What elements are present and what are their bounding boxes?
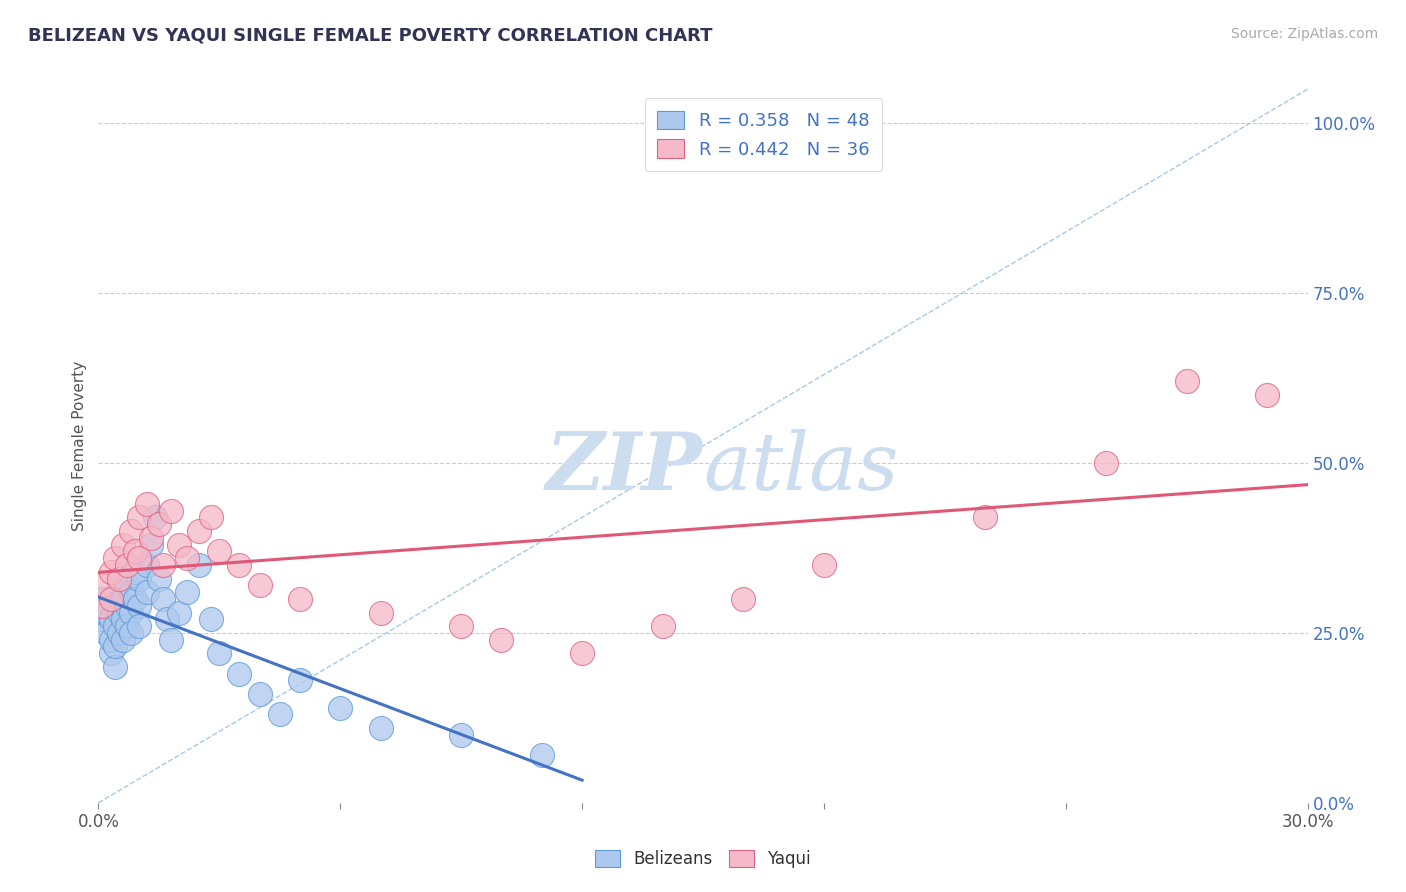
Y-axis label: Single Female Poverty: Single Female Poverty [72,361,87,531]
Point [115,599,138,613]
Point [288,591,311,606]
Point [208,544,231,558]
Point [115,578,138,592]
Point [329,700,352,714]
Point [100,612,122,626]
Point [107,578,129,592]
Point [135,497,157,511]
Point [100,565,122,579]
Point [450,619,472,633]
Point [103,551,125,566]
Point [115,558,138,572]
Point [120,524,142,538]
Point [100,591,122,606]
Point [96,606,118,620]
Legend: R = 0.358   N = 48, R = 0.442   N = 36: R = 0.358 N = 48, R = 0.442 N = 36 [645,98,882,171]
Point [124,565,146,579]
Point [107,606,129,620]
Point [115,619,138,633]
Point [120,606,142,620]
Point [249,578,271,592]
Point [269,707,291,722]
Point [91,591,114,606]
Point [152,591,174,606]
Point [139,531,162,545]
Point [100,646,122,660]
Point [100,632,122,647]
Point [249,687,271,701]
Point [135,558,157,572]
Point [128,599,150,613]
Point [120,585,142,599]
Point [103,619,125,633]
Point [208,646,231,660]
Point [530,748,553,763]
Point [111,591,134,606]
Point [651,619,673,633]
Point [370,721,392,735]
Point [228,666,250,681]
Text: atlas: atlas [703,429,898,506]
Point [111,612,134,626]
Point [156,612,179,626]
Point [107,626,129,640]
Point [1256,388,1278,402]
Point [200,612,222,626]
Point [450,728,472,742]
Point [188,524,211,538]
Text: Source: ZipAtlas.com: Source: ZipAtlas.com [1230,27,1378,41]
Point [128,619,150,633]
Point [200,510,222,524]
Point [176,551,198,566]
Point [139,537,162,551]
Point [135,585,157,599]
Point [176,585,198,599]
Point [228,558,250,572]
Point [288,673,311,688]
Point [103,640,125,654]
Point [160,632,183,647]
Point [111,537,134,551]
Text: BELIZEAN VS YAQUI SINGLE FEMALE POVERTY CORRELATION CHART: BELIZEAN VS YAQUI SINGLE FEMALE POVERTY … [28,27,713,45]
Point [128,551,150,566]
Point [103,660,125,674]
Point [160,503,183,517]
Point [96,626,118,640]
Point [1175,375,1198,389]
Point [974,510,997,524]
Point [124,544,146,558]
Point [91,612,114,626]
Text: ZIP: ZIP [546,429,703,506]
Point [120,626,142,640]
Point [1095,456,1118,470]
Point [571,646,593,660]
Point [128,510,150,524]
Point [148,572,170,586]
Point [188,558,211,572]
Point [167,606,190,620]
Point [813,558,835,572]
Point [124,591,146,606]
Point [128,572,150,586]
Point [167,537,190,551]
Point [152,558,174,572]
Point [91,578,114,592]
Point [91,599,114,613]
Point [491,632,513,647]
Legend: Belizeans, Yaqui: Belizeans, Yaqui [588,843,818,875]
Point [111,632,134,647]
Point [148,517,170,532]
Point [370,606,392,620]
Point [733,591,755,606]
Point [107,572,129,586]
Point [143,510,166,524]
